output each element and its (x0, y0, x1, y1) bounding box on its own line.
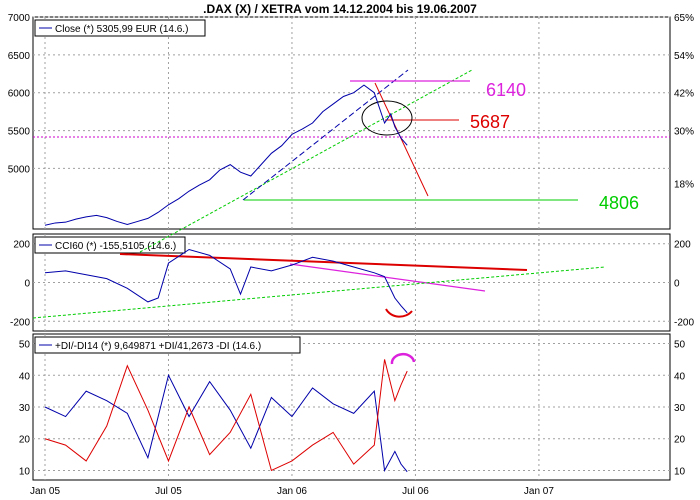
right-tick-label: 18% (674, 180, 694, 191)
dmi-series (44, 359, 408, 473)
cci-legend: CCI60 (*) -155,5105 (14.6.) (34, 236, 186, 254)
x-tick-label: Jan 05 (30, 486, 60, 497)
right-tick-label: 42% (674, 89, 694, 100)
right-tick-label: 200 (674, 240, 691, 251)
y-tick-label: 5500 (8, 127, 31, 138)
label-4806: 4806 (599, 193, 639, 213)
right-tick-label: 30 (674, 403, 686, 414)
price-legend: Close (*) 5305,99 EUR (14.6.) (34, 19, 206, 37)
y-tick-label: 0 (24, 279, 30, 290)
right-tick-label: 20 (674, 435, 686, 446)
right-tick-label: 40 (674, 371, 686, 382)
label-5687: 5687 (470, 112, 510, 132)
label-6140: 6140 (486, 80, 526, 100)
cci-red-arc (385, 308, 413, 318)
cci-red-trend (119, 253, 528, 271)
cci-line (44, 248, 408, 314)
y-tick-label: 20 (19, 435, 31, 446)
cci-legend-text: CCI60 (*) -155,5105 (14.6.) (55, 241, 176, 252)
y-tick-label: -200 (10, 317, 30, 328)
dmi-legend-text: +DI/-DI14 (*) 9,649871 +DI/41,2673 -DI (… (55, 341, 261, 352)
right-tick-label: -200 (674, 317, 694, 328)
uptrend-blue (242, 69, 409, 201)
cci-series (44, 248, 408, 314)
right-tick-label: 10 (674, 466, 686, 477)
dmi-legend: +DI/-DI14 (*) 9,649871 +DI/41,2673 -DI (… (34, 336, 301, 354)
y-tick-label: 40 (19, 371, 31, 382)
y-tick-label: 30 (19, 403, 31, 414)
price-panel (32, 16, 671, 230)
highlight-ellipse (361, 100, 413, 136)
y-tick-label: 200 (13, 240, 30, 251)
uptrend-green (139, 69, 473, 253)
x-tick-label: Jul 05 (155, 486, 182, 497)
y-tick-label: 6000 (8, 89, 31, 100)
right-tick-label: 65% (674, 13, 694, 24)
price-legend-text: Close (*) 5305,99 EUR (14.6.) (55, 24, 188, 35)
price-series (44, 84, 408, 226)
y-tick-label: 7000 (8, 13, 31, 24)
cci-magenta-trend (289, 263, 486, 292)
y-tick-label: 50 (19, 340, 31, 351)
y-tick-label: 5000 (8, 164, 31, 175)
dmi-line-di (44, 359, 408, 472)
right-tick-label: 30% (674, 127, 694, 138)
right-tick-label: 0 (674, 279, 680, 290)
y-tick-label: 6500 (8, 51, 31, 62)
right-tick-label: 50 (674, 340, 686, 351)
x-tick-label: Jul 06 (402, 486, 429, 497)
price-line (44, 84, 408, 226)
x-tick-label: Jan 06 (277, 486, 307, 497)
chart-title: .DAX (X) / XETRA vom 14.12.2004 bis 19.0… (203, 2, 477, 16)
downtrend-red (374, 82, 429, 197)
right-tick-label: 54% (674, 51, 694, 62)
price-drawings (33, 69, 670, 253)
axis-labels: Jan 05 Jul 05 Jan 06 Jul 06 Jan 075000550060… (8, 13, 695, 497)
x-tick-label: Jan 07 (524, 486, 554, 497)
dmi-magenta-arc (390, 352, 416, 365)
cci-green-trend (32, 266, 606, 319)
grid (33, 16, 670, 480)
y-tick-label: 10 (19, 466, 31, 477)
cci-drawings (32, 253, 606, 319)
